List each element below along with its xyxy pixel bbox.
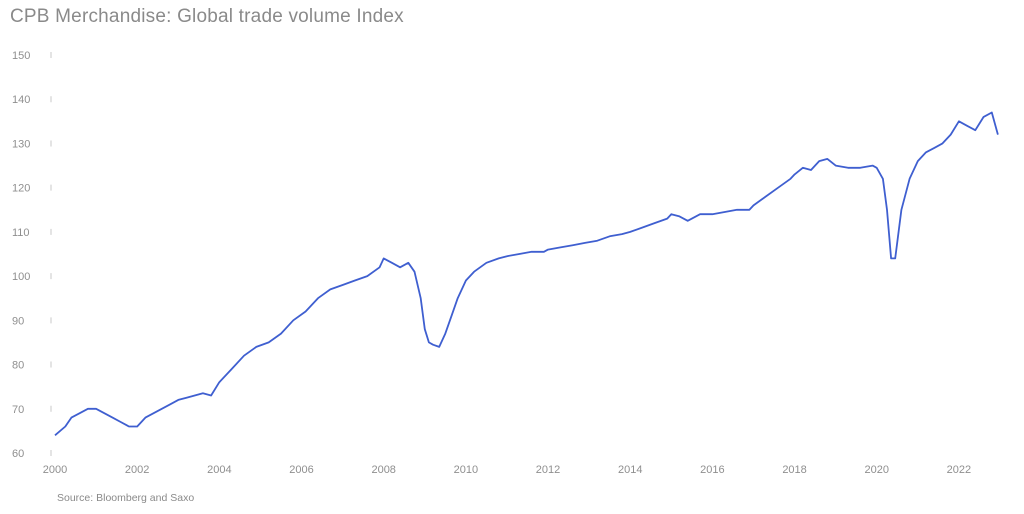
y-tick-label: 110	[12, 227, 30, 239]
y-tick-label: 100	[12, 271, 30, 283]
y-tick-label: 150	[12, 50, 30, 62]
y-tick-label: 90	[12, 315, 24, 327]
x-tick-label: 2004	[207, 464, 231, 476]
y-axis: 60 70 80 90 100 110 120 130 140 150	[12, 50, 52, 460]
chart-title: CPB Merchandise: Global trade volume Ind…	[10, 6, 404, 27]
y-tick-label: 80	[12, 360, 24, 372]
y-tick-label: 60	[12, 448, 24, 460]
series-line	[54, 111, 999, 436]
x-tick-label: 2002	[125, 464, 149, 476]
x-tick-label: 2010	[454, 464, 478, 476]
plot-area	[54, 111, 999, 436]
y-tick-label: 120	[12, 183, 30, 195]
y-tick-label: 130	[12, 138, 30, 150]
x-tick-label: 2008	[371, 464, 395, 476]
y-tick-label: 140	[12, 94, 30, 106]
y-tick-label: 70	[12, 404, 24, 416]
x-tick-label: 2014	[618, 464, 642, 476]
x-axis: 2000 2002 2004 2006 2008 2010 2012 2014 2016 2018…	[43, 464, 971, 476]
x-tick-label: 2006	[289, 464, 313, 476]
x-tick-label: 2018	[782, 464, 806, 476]
x-tick-label: 2012	[536, 464, 560, 476]
x-tick-label: 2000	[43, 464, 67, 476]
x-tick-label: 2020	[864, 464, 888, 476]
source-note: Source: Bloomberg and Saxo	[57, 492, 195, 504]
x-tick-label: 2016	[700, 464, 724, 476]
x-tick-label: 2022	[947, 464, 971, 476]
